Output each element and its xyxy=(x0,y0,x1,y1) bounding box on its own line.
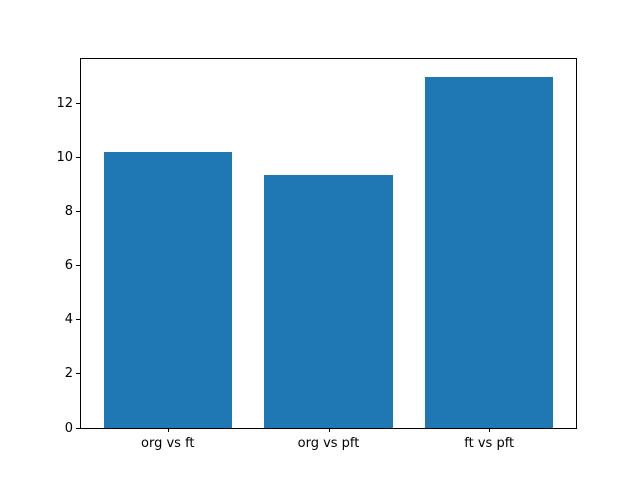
y-tick-mark xyxy=(76,157,80,159)
y-tick-label: 4 xyxy=(64,312,73,328)
y-tick-label: 12 xyxy=(56,96,73,112)
y-tick-label: 8 xyxy=(64,204,73,220)
plot-area: org vs ft org vs pft ft vs pft 0 2 4 6 8 10 12 xyxy=(56,58,577,451)
bar-ft-vs-pft xyxy=(424,76,554,428)
x-tick-label: ft vs pft xyxy=(464,436,515,451)
y-tick-label: 2 xyxy=(64,366,73,382)
x-tick-mark xyxy=(328,428,330,432)
bar-org-vs-ft xyxy=(103,152,233,428)
y-tick-label: 10 xyxy=(56,150,73,166)
bar-org-vs-pft xyxy=(264,175,393,428)
x-tick-label: org vs pft xyxy=(297,436,360,451)
y-tick-mark xyxy=(76,373,80,375)
x-tick-label: org vs ft xyxy=(141,436,195,451)
x-tick-mark xyxy=(489,428,491,432)
y-tick-mark xyxy=(76,319,80,321)
y-tick-label: 0 xyxy=(64,420,73,436)
y-tick-mark xyxy=(76,427,80,429)
y-tick-mark xyxy=(76,211,80,213)
x-tick-mark xyxy=(167,428,169,432)
y-tick-mark xyxy=(76,103,80,105)
y-tick-mark xyxy=(76,265,80,267)
y-tick-label: 6 xyxy=(64,258,73,274)
